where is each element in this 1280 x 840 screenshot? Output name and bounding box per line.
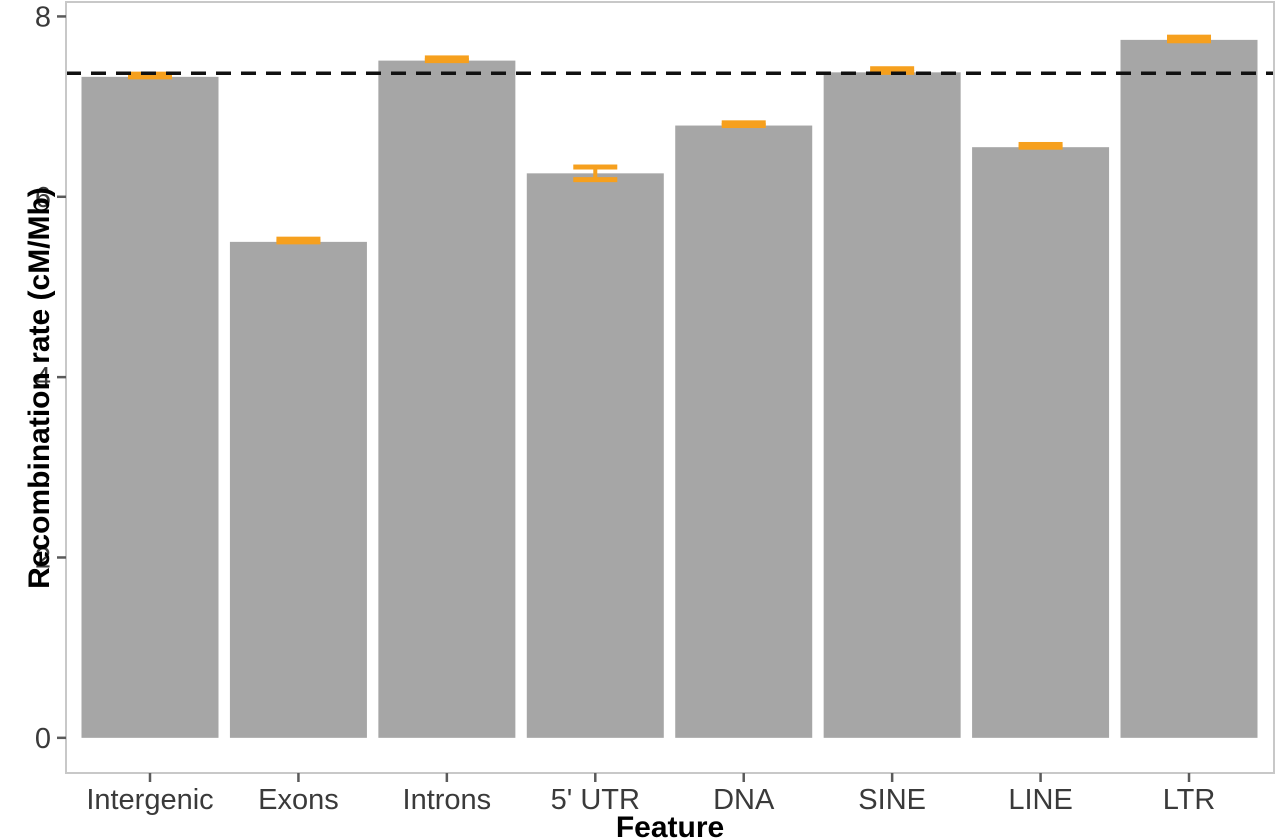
- y-tick-label: 6: [35, 182, 51, 214]
- errorbar-lower-cap-ltr: [1167, 38, 1212, 44]
- errorbar-lower-cap-5-utr: [573, 177, 618, 183]
- errorbar-upper-cap-sine: [870, 66, 915, 72]
- x-tick-label-dna: DNA: [713, 784, 775, 816]
- errorbar-upper-cap-introns: [424, 55, 469, 61]
- y-tick-label: 0: [35, 723, 51, 755]
- errorbar-upper-cap-exons: [276, 236, 321, 242]
- errorbar-lower-cap-dna: [721, 123, 766, 129]
- errorbar-stem-5-utr: [593, 167, 598, 180]
- errorbar-upper-cap-dna: [721, 120, 766, 126]
- x-tick-label-introns: Introns: [403, 784, 492, 816]
- errorbar-lower-cap-line: [1018, 144, 1063, 150]
- x-tick-label-ltr: LTR: [1163, 784, 1216, 816]
- bar-intergenic: [81, 76, 219, 738]
- x-axis-title: Feature: [615, 811, 725, 840]
- bar-5-utr: [526, 173, 664, 738]
- x-tick-label-line: LINE: [1008, 784, 1072, 816]
- errorbar-lower-cap-introns: [424, 58, 469, 64]
- y-tick-label: 2: [35, 542, 51, 574]
- bar-exons: [229, 241, 367, 738]
- bar-sine: [823, 72, 961, 738]
- bar-ltr: [1120, 39, 1258, 738]
- errorbar-upper-cap-5-utr: [573, 164, 618, 170]
- x-tick-label-sine: SINE: [858, 784, 926, 816]
- y-axis-title: Recombination rate (cM/Mb): [23, 187, 56, 589]
- errorbar-upper-cap-line: [1018, 141, 1063, 147]
- x-tick-label-5-utr: 5' UTR: [551, 784, 640, 816]
- bar-line: [972, 147, 1110, 738]
- errorbar-upper-cap-ltr: [1167, 34, 1212, 40]
- errorbar-lower-cap-exons: [276, 239, 321, 245]
- bar-introns: [378, 60, 516, 738]
- y-tick-label: 4: [35, 362, 51, 394]
- errorbar-lower-cap-intergenic: [128, 74, 172, 80]
- bar-dna: [675, 125, 813, 738]
- y-tick-label: 8: [35, 1, 51, 33]
- panel-border: [65, 1, 1275, 774]
- x-tick-label-intergenic: Intergenic: [86, 784, 213, 816]
- x-tick-label-exons: Exons: [258, 784, 339, 816]
